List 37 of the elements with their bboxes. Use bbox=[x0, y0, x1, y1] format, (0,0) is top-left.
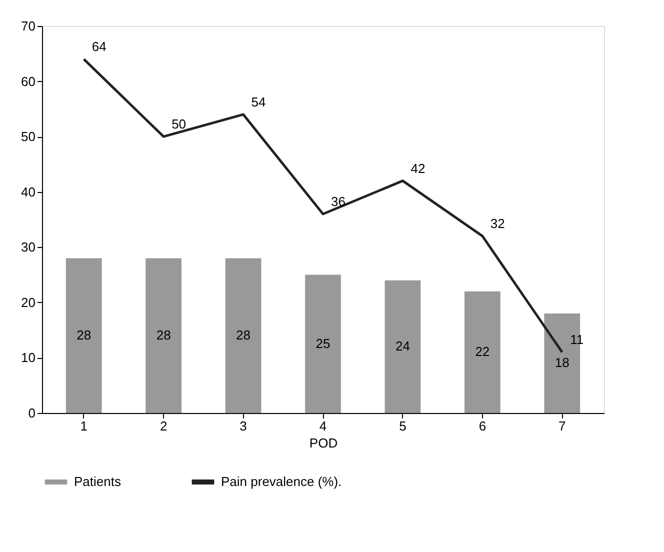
data-label: 24 bbox=[395, 338, 410, 354]
y-tick-label: 20 bbox=[21, 294, 36, 310]
data-label: 32 bbox=[490, 216, 505, 232]
bar bbox=[464, 291, 500, 413]
bar bbox=[225, 258, 262, 413]
y-tick-label: 0 bbox=[28, 406, 36, 420]
data-label: 36 bbox=[331, 194, 346, 209]
data-label: 25 bbox=[316, 336, 330, 351]
data-label: 64 bbox=[92, 39, 106, 54]
x-tick-label: 7 bbox=[558, 418, 566, 434]
data-label: 28 bbox=[156, 328, 171, 343]
x-tick-label: 2 bbox=[160, 418, 168, 434]
legend-label: Pain prevalence (%). bbox=[221, 474, 342, 489]
y-tick-label: 70 bbox=[21, 18, 36, 34]
data-label: 18 bbox=[554, 355, 570, 370]
x-tick-label: 6 bbox=[478, 418, 486, 434]
y-tick-label: 10 bbox=[21, 350, 36, 366]
x-tick-label: 3 bbox=[240, 418, 247, 434]
x-axis-title: POD bbox=[309, 436, 338, 450]
y-tick-label: 40 bbox=[21, 184, 36, 200]
legend-label: Patients bbox=[74, 474, 122, 489]
data-label: 22 bbox=[475, 344, 490, 360]
x-tick-label: 4 bbox=[319, 418, 327, 434]
data-label: 42 bbox=[410, 160, 426, 176]
data-label: 28 bbox=[236, 328, 251, 343]
bar bbox=[146, 258, 182, 413]
data-label: 28 bbox=[76, 328, 92, 343]
y-tick-label: 60 bbox=[21, 74, 36, 89]
bar bbox=[305, 274, 341, 413]
bar bbox=[66, 258, 102, 413]
y-tick-label: 50 bbox=[21, 129, 36, 144]
data-label: 54 bbox=[251, 94, 266, 110]
x-tick-label: 5 bbox=[399, 418, 406, 434]
x-tick-label: 1 bbox=[80, 418, 88, 434]
data-label: 50 bbox=[172, 116, 186, 132]
bar bbox=[384, 280, 421, 413]
y-tick-label: 30 bbox=[21, 240, 36, 255]
